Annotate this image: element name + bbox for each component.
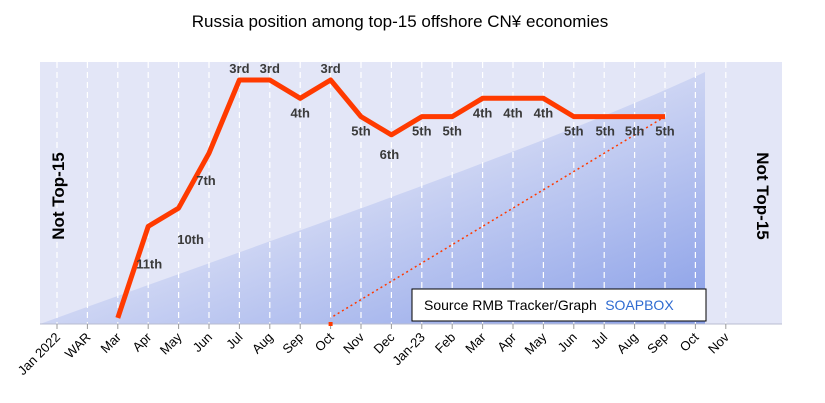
rank-label: 5th: [655, 124, 675, 139]
source-text: Source RMB Tracker/Graph SOAPBOX: [424, 297, 674, 314]
right-side-label-text: Not Top-15: [753, 152, 772, 240]
x-tick-label: Nov: [340, 329, 367, 356]
rank-label: 4th: [503, 105, 523, 120]
x-tick-label: Mar: [462, 329, 489, 356]
rank-label: 5th: [625, 124, 645, 139]
rank-label: 4th: [473, 105, 493, 120]
x-tick-label: Aug: [614, 330, 641, 357]
rank-label: 3rd: [229, 61, 249, 76]
x-tick-label: Aug: [249, 330, 276, 357]
x-tick-label: Jan 2022: [15, 330, 63, 378]
rank-label: 5th: [412, 124, 432, 139]
x-tick-label: Apr: [129, 329, 154, 354]
rank-label: 11th: [136, 256, 162, 271]
source-prefix: Source RMB Tracker/Graph: [424, 297, 597, 313]
rank-label: 5th: [595, 124, 615, 139]
x-tick-label: Jul: [588, 329, 610, 351]
x-tick-label: WAR: [62, 330, 94, 362]
projection-end-marker: [328, 322, 333, 326]
rank-label: 6th: [380, 147, 400, 162]
source-box: Source RMB Tracker/Graph SOAPBOX: [411, 288, 707, 322]
rank-label: 10th: [177, 232, 204, 247]
x-tick-label: Oct: [312, 329, 337, 354]
rank-series: [115, 77, 666, 326]
grid-lines: [56, 62, 727, 324]
rank-line: [115, 77, 665, 319]
source-box-frame: [411, 288, 707, 322]
rank-label: 4th: [290, 105, 310, 120]
x-tick-label: Apr: [494, 329, 519, 354]
x-tick-label: Nov: [705, 329, 732, 356]
rank-label: 3rd: [260, 61, 280, 76]
right-side-label: Not Top-15: [753, 152, 772, 240]
x-tick-label: Oct: [677, 329, 702, 354]
x-tick-label: Sep: [644, 330, 671, 357]
rank-labels: 11th 10th 7th 3rd 3rd 4th 3rd 5th 6th 5th 5th 4th 4t…: [136, 61, 675, 271]
rank-label: 5th: [442, 124, 462, 139]
x-tick-label: Jul: [223, 329, 245, 351]
source-brand: SOAPBOX: [605, 297, 674, 313]
projection-line: [330, 115, 666, 319]
rank-label: 7th: [196, 173, 216, 188]
left-side-label: Not Top-15: [49, 152, 68, 240]
x-tick-label: Sep: [279, 330, 306, 357]
x-tick-label: Jun: [190, 330, 215, 355]
x-tick-label: May: [522, 329, 550, 357]
x-tick-label: Jun: [554, 330, 579, 355]
x-tick-label: May: [157, 329, 185, 357]
chart-title: Russia position among top-15 offshore CN…: [192, 12, 608, 31]
x-tick-label: Mar: [97, 329, 124, 356]
plot-gradient: [40, 72, 705, 324]
x-tick-label: Feb: [432, 330, 458, 356]
left-side-label-text: Not Top-15: [49, 152, 68, 240]
rank-label: 5th: [564, 124, 584, 139]
x-tick-label: Jan-23: [389, 330, 428, 369]
rank-label: 3rd: [320, 61, 340, 76]
rank-label: 5th: [351, 124, 371, 139]
rank-label: 4th: [534, 105, 554, 120]
